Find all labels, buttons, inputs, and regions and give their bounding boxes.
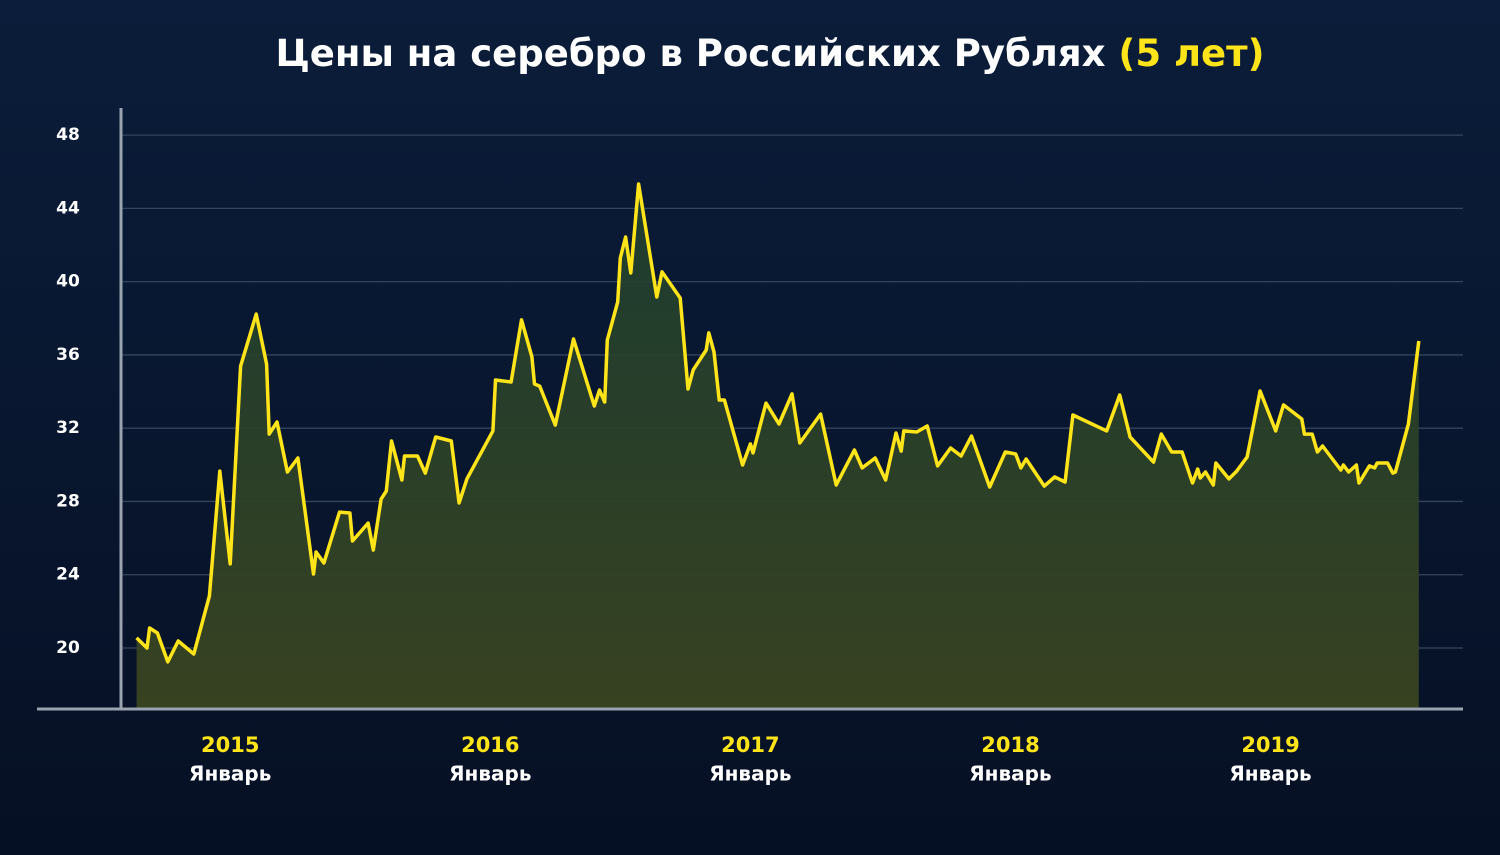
x-tick-label: 2017: [721, 733, 779, 757]
x-tick-label: 2016: [461, 733, 519, 757]
y-tick-label: 36: [56, 345, 80, 365]
axes: 20 24 28 32 36 40 44 48 2015 Январь 2016 Январь 2017…: [37, 108, 1463, 786]
plot: [135, 182, 1421, 709]
x-tick-label: 2018: [981, 733, 1039, 757]
x-tick-sublabel: Январь: [969, 762, 1051, 786]
title-main: Цены на серебро в Российских Рублях: [275, 32, 1105, 75]
y-tick-label: 24: [56, 565, 80, 585]
y-tick-label: 20: [56, 638, 80, 658]
y-tick-label: 48: [56, 125, 80, 145]
x-tick-sublabel: Январь: [189, 762, 271, 786]
area-fill: [136, 184, 1419, 709]
x-tick-label: 2015: [201, 733, 259, 757]
x-tick-sublabel: Январь: [709, 762, 791, 786]
y-tick-label: 44: [56, 198, 80, 218]
y-tick-label: 32: [56, 418, 80, 438]
y-tick-label: 40: [56, 272, 80, 292]
x-tick-sublabel: Январь: [449, 762, 531, 786]
line: [135, 182, 1421, 664]
x-tick-label: 2019: [1241, 733, 1299, 757]
chart-title: Цены на серебро в Российских Рублях (5 л…: [275, 32, 1264, 75]
x-tick-sublabel: Январь: [1229, 762, 1311, 786]
title-highlight: (5 лет): [1118, 32, 1264, 75]
y-tick-label: 28: [56, 491, 80, 511]
